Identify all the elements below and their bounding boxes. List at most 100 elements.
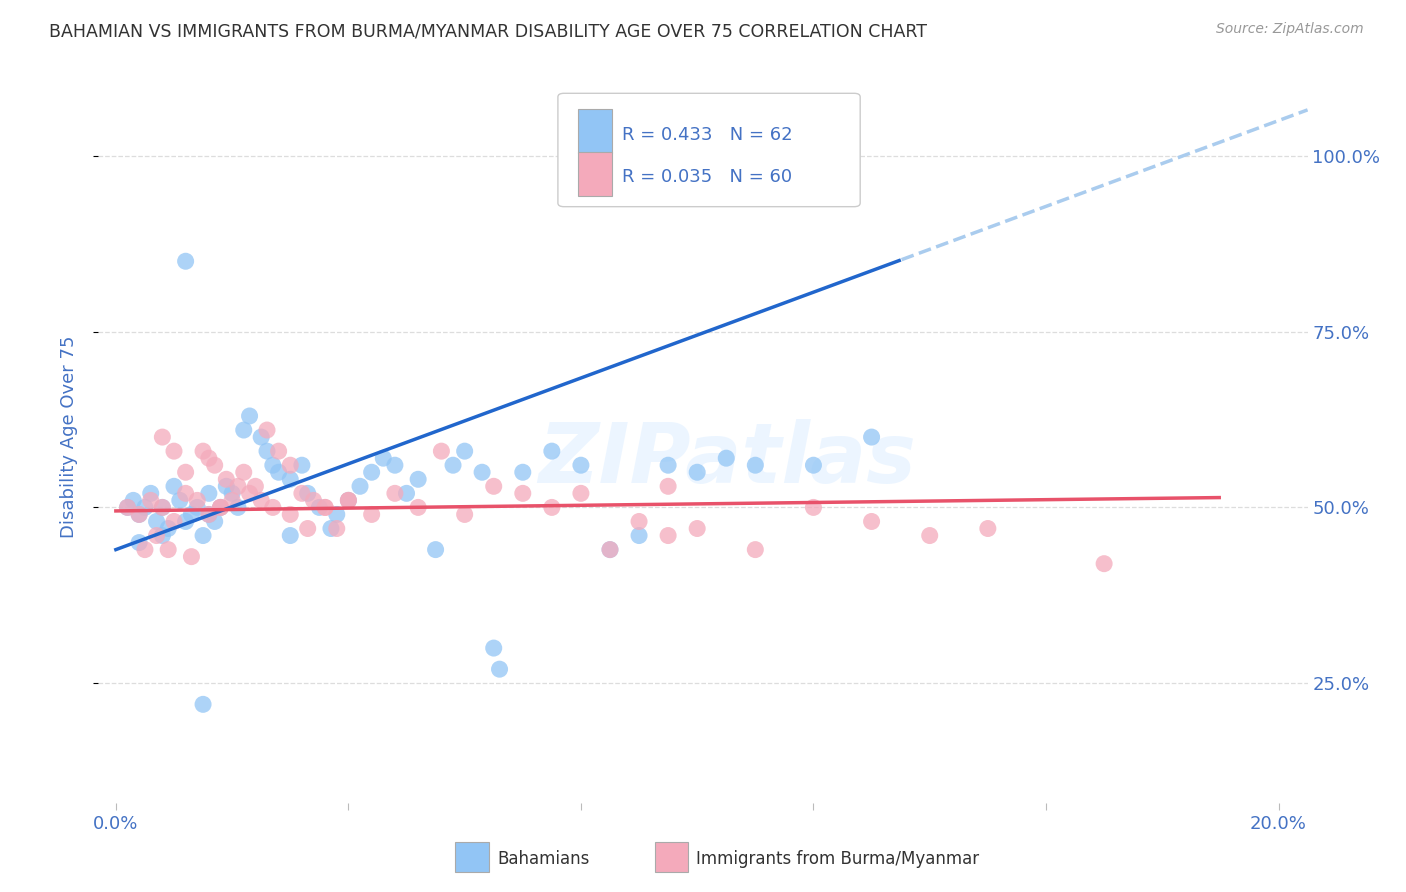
Point <box>221 493 243 508</box>
Point <box>425 542 447 557</box>
Point <box>326 522 349 536</box>
Point <box>803 458 825 473</box>
Point <box>191 528 214 542</box>
Point <box>256 423 278 437</box>
Point <box>657 479 679 493</box>
Point <box>250 430 273 444</box>
Point <box>628 528 651 542</box>
Point <box>163 444 186 458</box>
Point <box>599 542 621 557</box>
Point <box>977 522 1000 536</box>
Point <box>482 641 505 656</box>
Point <box>319 522 342 536</box>
Point <box>239 409 262 423</box>
Point <box>599 542 621 557</box>
Bar <box>655 841 689 872</box>
Point <box>471 465 494 479</box>
Point <box>267 444 290 458</box>
Bar <box>578 110 613 153</box>
Point <box>180 549 202 564</box>
Point <box>157 522 180 536</box>
Point <box>628 515 651 529</box>
Bar <box>578 152 613 195</box>
Point <box>150 500 173 515</box>
Point <box>453 444 475 458</box>
Point <box>122 493 145 508</box>
Point <box>540 500 562 515</box>
Point <box>232 423 254 437</box>
Point <box>278 472 301 486</box>
Point <box>191 698 214 712</box>
Point <box>441 458 464 473</box>
Point <box>145 528 167 542</box>
Text: R = 0.035   N = 60: R = 0.035 N = 60 <box>621 169 792 186</box>
Point <box>150 528 173 542</box>
Point <box>744 542 766 557</box>
Point <box>360 465 382 479</box>
Point <box>453 508 475 522</box>
Point <box>157 542 180 557</box>
Point <box>314 500 336 515</box>
Text: BAHAMIAN VS IMMIGRANTS FROM BURMA/MYANMAR DISABILITY AGE OVER 75 CORRELATION CHA: BAHAMIAN VS IMMIGRANTS FROM BURMA/MYANMA… <box>49 22 927 40</box>
Point <box>262 458 284 473</box>
Point <box>174 486 197 500</box>
Point <box>297 522 319 536</box>
Point <box>297 486 319 500</box>
Point <box>198 451 221 466</box>
Point <box>384 486 406 500</box>
Point <box>657 528 679 542</box>
Text: R = 0.433   N = 62: R = 0.433 N = 62 <box>621 126 793 144</box>
Bar <box>456 841 489 872</box>
Point <box>569 458 592 473</box>
Point <box>117 500 139 515</box>
FancyBboxPatch shape <box>558 94 860 207</box>
Point <box>145 515 167 529</box>
Point <box>262 500 284 515</box>
Point <box>186 493 208 508</box>
Point <box>657 458 679 473</box>
Point <box>128 508 150 522</box>
Point <box>186 500 208 515</box>
Point <box>204 515 226 529</box>
Point <box>512 465 534 479</box>
Point <box>384 458 406 473</box>
Point <box>209 500 232 515</box>
Y-axis label: Disability Age Over 75: Disability Age Over 75 <box>59 335 77 539</box>
Point <box>198 486 221 500</box>
Point <box>174 515 197 529</box>
Text: ZIPatlas: ZIPatlas <box>538 418 917 500</box>
Point <box>128 535 150 549</box>
Point <box>686 465 709 479</box>
Point <box>488 662 510 676</box>
Point <box>163 515 186 529</box>
Point <box>337 493 360 508</box>
Point <box>302 493 325 508</box>
Point <box>117 500 139 515</box>
Point <box>239 486 262 500</box>
Point <box>139 486 162 500</box>
Point <box>226 500 249 515</box>
Point <box>482 479 505 493</box>
Point <box>128 508 150 522</box>
Point <box>232 465 254 479</box>
Point <box>226 479 249 493</box>
Text: Source: ZipAtlas.com: Source: ZipAtlas.com <box>1216 22 1364 37</box>
Point <box>373 451 395 466</box>
Point <box>163 479 186 493</box>
Point <box>278 508 301 522</box>
Point <box>337 493 360 508</box>
Point <box>349 479 371 493</box>
Point <box>150 500 173 515</box>
Point <box>215 472 238 486</box>
Point <box>134 542 156 557</box>
Point <box>291 486 314 500</box>
Point <box>314 500 336 515</box>
Point <box>512 486 534 500</box>
Point <box>569 486 592 500</box>
Point <box>169 493 191 508</box>
Point <box>174 465 197 479</box>
Point <box>134 500 156 515</box>
Point <box>278 458 301 473</box>
Point <box>150 430 173 444</box>
Point <box>250 493 273 508</box>
